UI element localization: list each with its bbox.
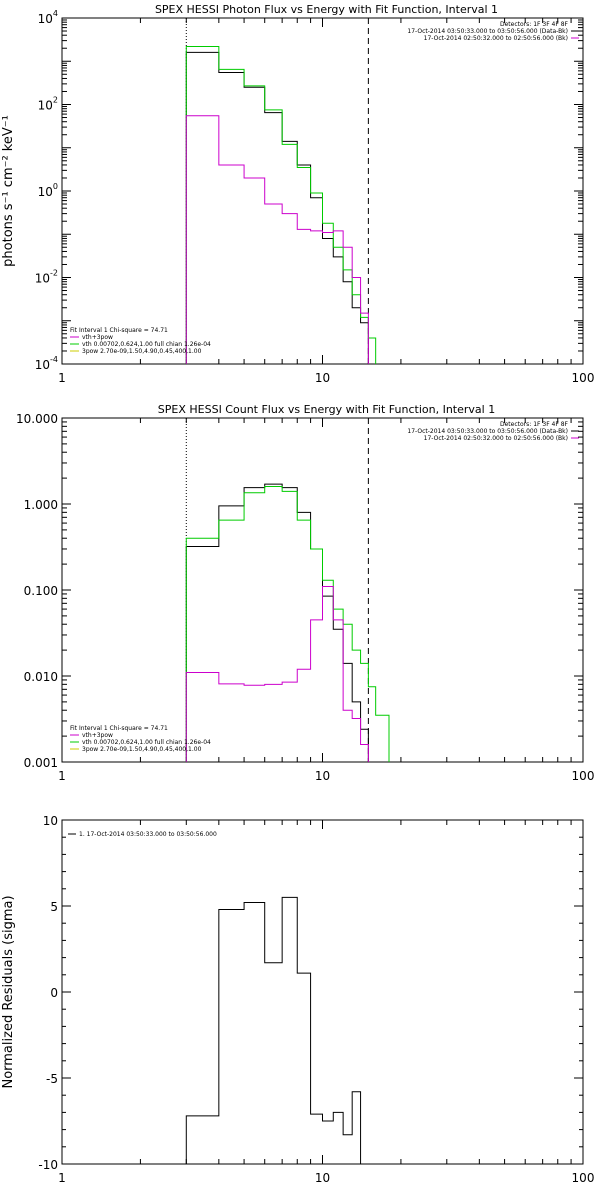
fit-legend-entry: vth+3pow	[82, 334, 113, 341]
y-tick-exponent: -2	[50, 269, 58, 278]
fit-legend-entry: vth 0.00702,0.624,1.00 full chian 1.26e-…	[82, 341, 211, 348]
x-tick-label: 100	[572, 769, 595, 783]
y-tick-label: 0.001	[24, 756, 58, 770]
legend-entry: 17-Oct-2014 03:50:33.000 to 03:50:56.000…	[407, 28, 568, 35]
y-tick-label: 10-2	[35, 269, 58, 286]
y-tick-base: 10	[38, 12, 53, 26]
chart-title: SPEX HESSI Photon Flux vs Energy with Fi…	[155, 3, 498, 16]
series-group	[185, 483, 390, 762]
y-tick-label: 104	[38, 9, 58, 26]
y-tick-exponent: 2	[53, 96, 58, 105]
photon-flux-panel: SPEX HESSI Photon Flux vs Energy with Fi…	[1, 3, 594, 385]
x-tick-label: 10	[315, 769, 330, 783]
x-tick-label: 100	[572, 371, 595, 385]
plot-frame	[61, 819, 584, 1165]
fit-legend-entry: 3pow 2.70e-09,1.50,4.90,0.45,400,1.00	[82, 746, 202, 753]
y-axis-label: photons s⁻¹ cm⁻² keV⁻¹	[1, 115, 16, 267]
y-tick-exponent: -4	[50, 355, 58, 364]
x-tick-label: 10	[315, 1171, 330, 1185]
y-tick-label: 10-4	[35, 355, 58, 372]
y-tick-label: 100	[38, 182, 58, 199]
x-tick-label: 1	[58, 1171, 66, 1185]
x-tick-label: 1	[58, 769, 66, 783]
legend-entry: 17-Oct-2014 03:50:33.000 to 03:50:56.000…	[407, 428, 568, 435]
series-line	[185, 51, 369, 364]
series-line	[185, 485, 390, 762]
y-tick-label: 0	[50, 986, 58, 1000]
y-tick-exponent: 0	[53, 182, 58, 191]
series-line	[185, 585, 369, 762]
y-tick-exponent: 4	[53, 9, 58, 18]
y-tick-label: 0.010	[24, 670, 58, 684]
y-tick-label: 10	[43, 814, 58, 828]
count-flux-panel: SPEX HESSI Count Flux vs Energy with Fit…	[16, 403, 594, 783]
legend-header: Detectors: 1F 3F 4F 8F	[500, 21, 569, 28]
series-line	[185, 483, 369, 762]
x-tick-label: 10	[315, 371, 330, 385]
y-tick-label: 10.000	[16, 412, 58, 426]
fit-legend-entry: vth+3pow	[82, 732, 113, 739]
y-tick-label: 102	[38, 96, 58, 113]
fit-legend-header: Fit Interval 1 Chi-square = 74.71	[70, 327, 168, 334]
fit-legend-entry: vth 0.00702,0.624,1.00 full chian 1.26e-…	[82, 739, 211, 746]
y-tick-base: 10	[38, 99, 53, 113]
legend-entry: 17-Oct-2014 02:50:32.000 to 02:50:56.000…	[424, 435, 568, 442]
series-group	[185, 896, 369, 1164]
residuals-panel: Normalized Residuals (sigma) 1 10 100 10 5 0 -5…	[1, 814, 594, 1185]
y-tick-label: -10	[38, 1158, 58, 1172]
fit-legend-entry: 3pow 2.70e-09,1.50,4.90,0.45,400,1.00	[82, 348, 202, 355]
y-tick-label: 0.100	[24, 584, 58, 598]
series-line	[185, 45, 377, 364]
y-tick-base: 10	[35, 358, 50, 372]
x-tick-label: 1	[58, 371, 66, 385]
y-axis-label: Normalized Residuals (sigma)	[1, 895, 16, 1088]
plot-frame	[61, 17, 584, 365]
series-line	[185, 896, 369, 1164]
y-tick-label: 5	[50, 900, 58, 914]
series-group	[185, 45, 377, 364]
y-tick-label: -5	[46, 1072, 58, 1086]
y-tick-base: 10	[38, 185, 53, 199]
legend-entry: 1. 17-Oct-2014 03:50:33.000 to 03:50:56.…	[79, 831, 217, 838]
x-tick-label: 100	[572, 1171, 595, 1185]
y-tick-label: 1.000	[24, 498, 58, 512]
series-line	[185, 115, 369, 364]
legend-entry: 17-Oct-2014 02:50:32.000 to 02:50:56.000…	[424, 35, 568, 42]
fit-legend-header: Fit Interval 1 Chi-square = 74.71	[70, 725, 168, 732]
y-tick-base: 10	[35, 272, 50, 286]
legend-header: Detectors: 1F 3F 4F 8F	[500, 421, 569, 428]
chart-title: SPEX HESSI Count Flux vs Energy with Fit…	[158, 403, 495, 416]
